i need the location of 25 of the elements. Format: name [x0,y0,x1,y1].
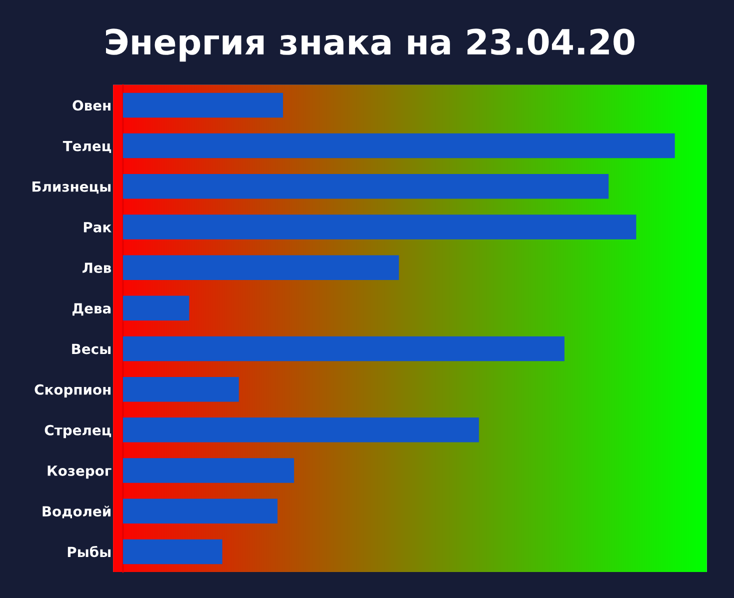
y-tick-label: Скорпион [34,384,110,398]
bar [122,92,284,118]
y-tick-label: Овен [72,100,110,111]
y-tick-label: Рак [84,222,112,232]
bar [122,458,294,483]
y-tick-label: Близнецы [32,182,111,194]
y-tick-label: Весы [72,344,111,354]
bar [122,418,479,442]
bar [122,336,564,362]
y-tick-label: Рыбы [68,546,111,558]
y-tick-label: Дева [72,303,111,316]
y-tick-label: Телец [62,140,112,153]
bar [122,296,190,321]
bar [122,376,239,402]
y-tick-label: Козерог [48,466,112,479]
y-tick-label: Лев [82,262,112,274]
bar [122,255,399,280]
y-tick-label: Водолей [42,506,110,518]
chart-title: Энергия знака на 23.04.20 [106,28,634,62]
bar [122,174,609,199]
y-tick-label: Стрелец [44,424,112,438]
bar [122,133,675,158]
bar [122,498,278,524]
bar [122,214,636,240]
bar [122,539,222,564]
